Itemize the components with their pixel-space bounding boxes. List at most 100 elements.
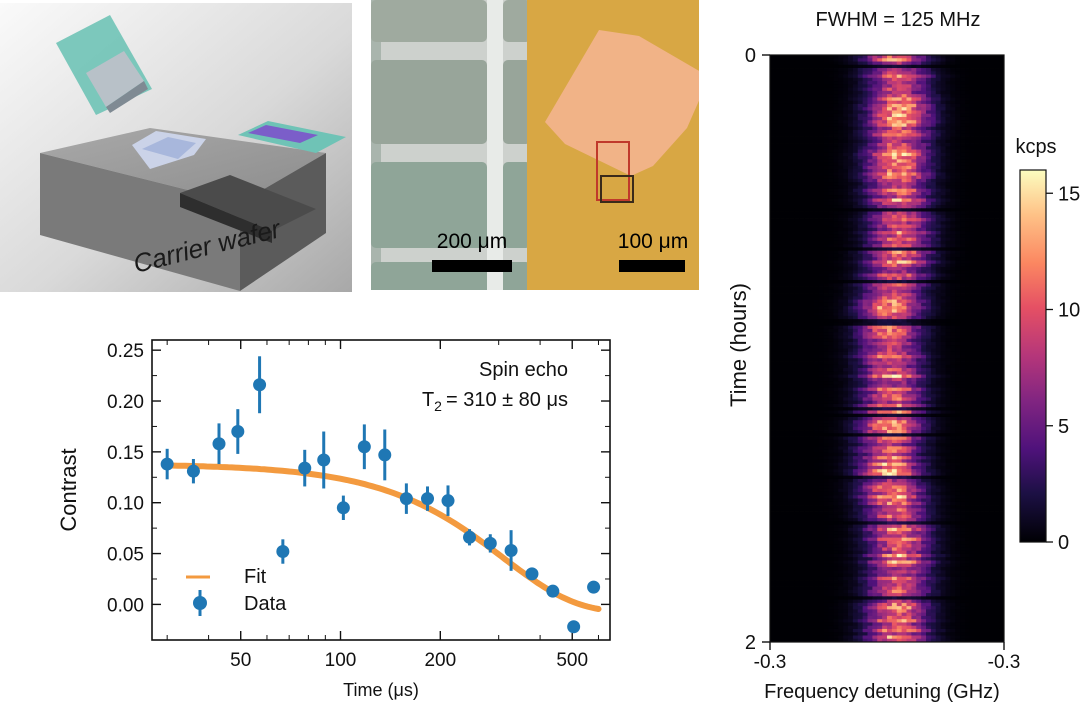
heatmap-cell	[848, 358, 853, 362]
heatmap-cell	[907, 97, 912, 101]
heatmap-cell	[809, 189, 814, 193]
heatmap-cell	[887, 306, 892, 310]
heatmap-cell	[916, 172, 921, 176]
heatmap-cell	[931, 107, 936, 111]
heatmap-cell	[780, 212, 785, 216]
heatmap-cell	[916, 208, 921, 212]
heatmap-cell	[838, 290, 843, 294]
heatmap-cell	[814, 205, 819, 209]
heatmap-cell	[877, 306, 882, 310]
heatmap-cell	[887, 352, 892, 356]
heatmap-cell	[829, 101, 834, 105]
heatmap-cell	[780, 81, 785, 85]
heatmap-cell	[950, 218, 955, 222]
heatmap-cell	[824, 146, 829, 150]
heatmap-cell	[960, 153, 965, 157]
heatmap-cell	[980, 179, 985, 183]
heatmap-cell	[926, 287, 931, 291]
heatmap-row	[770, 290, 1004, 294]
heatmap-cell	[985, 65, 990, 69]
heatmap-cell	[843, 78, 848, 82]
heatmap-cell	[882, 287, 887, 291]
heatmap-cell	[877, 130, 882, 134]
heatmap-cell	[804, 150, 809, 154]
heatmap-cell	[902, 339, 907, 343]
heatmap-cell	[946, 349, 951, 353]
heatmap-cell	[853, 244, 858, 248]
heatmap-cell	[770, 309, 775, 313]
heatmap-cell	[989, 362, 994, 366]
heatmap-cell	[950, 84, 955, 88]
heatmap-cell	[946, 156, 951, 160]
heatmap-cell	[824, 75, 829, 79]
heatmap-cell	[877, 283, 882, 287]
heatmap-cell	[794, 88, 799, 92]
heatmap-cell	[814, 368, 819, 372]
heatmap-cell	[921, 137, 926, 141]
heatmap-cell	[975, 107, 980, 111]
heatmap-cell	[892, 172, 897, 176]
heatmap-cell	[877, 120, 882, 124]
heatmap-cell	[814, 254, 819, 258]
heatmap-cell	[946, 342, 951, 346]
heatmap-cell	[843, 267, 848, 271]
heatmap-cell	[858, 78, 863, 82]
heatmap-row	[770, 107, 1004, 111]
heatmap-cell	[916, 225, 921, 229]
heatmap-cell	[941, 296, 946, 300]
heatmap-cell	[872, 365, 877, 369]
heatmap-cell	[775, 185, 780, 189]
heatmap-cell	[989, 251, 994, 255]
heatmap-cell	[809, 156, 814, 160]
heatmap-cell	[950, 182, 955, 186]
heatmap-cell	[819, 133, 824, 137]
heatmap-cell	[804, 123, 809, 127]
heatmap-cell	[994, 355, 999, 359]
heatmap-cell	[970, 247, 975, 251]
heatmap-cell	[872, 127, 877, 131]
heatmap-cell	[985, 104, 990, 108]
heatmap-cell	[882, 332, 887, 336]
heatmap-cell	[946, 358, 951, 362]
heatmap-cell	[911, 228, 916, 232]
heatmap-cell	[921, 244, 926, 248]
heatmap-row	[770, 130, 1004, 134]
heatmap-cell	[936, 185, 941, 189]
heatmap-cell	[985, 345, 990, 349]
heatmap-cell	[790, 221, 795, 225]
heatmap-cell	[799, 205, 804, 209]
heatmap-cell	[950, 349, 955, 353]
heatmap-cell	[819, 208, 824, 212]
heatmap-cell	[941, 179, 946, 183]
heatmap-cell	[985, 371, 990, 375]
heatmap-cell	[863, 159, 868, 163]
heatmap-cell	[829, 198, 834, 202]
heatmap-cell	[897, 371, 902, 375]
heatmap-cell	[814, 358, 819, 362]
heatmap-cell	[814, 215, 819, 219]
heatmap-cell	[882, 326, 887, 330]
heatmap-cell	[872, 198, 877, 202]
heatmap-cell	[902, 221, 907, 225]
heatmap-cell	[833, 342, 838, 346]
heatmap-cell	[994, 316, 999, 320]
heatmap-cell	[916, 120, 921, 124]
heatmap-cell	[775, 231, 780, 235]
heatmap-cell	[780, 215, 785, 219]
heatmap-cell	[946, 260, 951, 264]
heatmap-cell	[897, 244, 902, 248]
heatmap-cell	[882, 179, 887, 183]
heatmap-cell	[877, 215, 882, 219]
heatmap-cell	[877, 234, 882, 238]
heatmap-cell	[926, 300, 931, 304]
heatmap-cell	[814, 58, 819, 62]
heatmap-cell	[994, 198, 999, 202]
heatmap-cell	[911, 270, 916, 274]
heatmap-cell	[916, 306, 921, 310]
heatmap-cell	[965, 172, 970, 176]
heatmap-cell	[770, 212, 775, 216]
heatmap-cell	[941, 280, 946, 284]
heatmap-cell	[994, 247, 999, 251]
heatmap-cell	[882, 58, 887, 62]
heatmap-cell	[770, 270, 775, 274]
